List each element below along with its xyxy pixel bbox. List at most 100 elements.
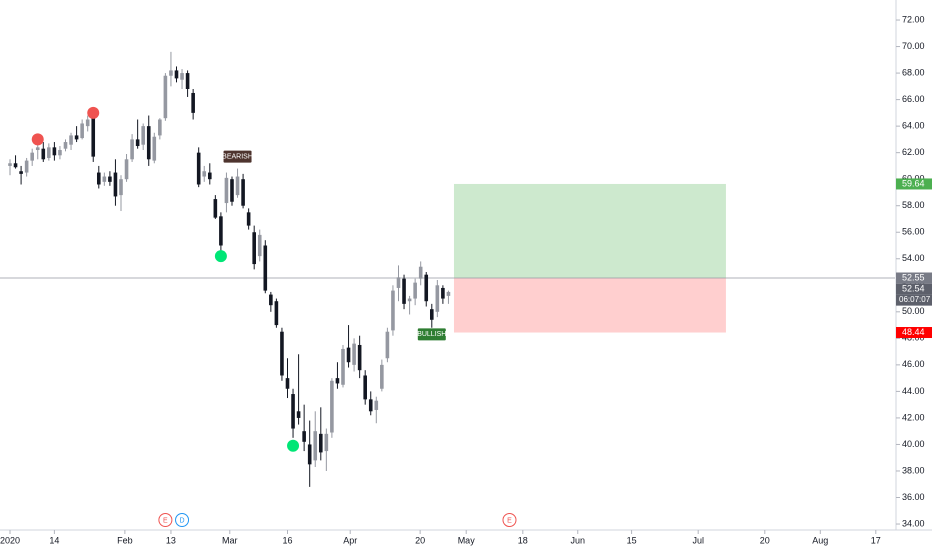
candle-body xyxy=(152,136,157,161)
candle-body xyxy=(69,135,73,145)
candle-body xyxy=(257,234,262,257)
candle-body xyxy=(158,119,162,136)
candle-body xyxy=(313,431,318,461)
candle-body xyxy=(202,171,207,177)
candle-body xyxy=(235,176,240,196)
candle-body xyxy=(335,378,340,384)
event-marker xyxy=(175,513,190,527)
candle-body xyxy=(269,294,273,306)
y-tick-label: 44.00 xyxy=(902,386,925,396)
x-tick-label: 20 xyxy=(415,535,425,545)
y-tick-label: 40.00 xyxy=(902,439,925,449)
candle-body xyxy=(219,216,223,246)
candle-body xyxy=(280,331,284,376)
candle-body xyxy=(119,179,123,196)
target-price-label: 59.64 xyxy=(902,178,925,188)
countdown: 06:07:07 xyxy=(899,295,931,304)
candle-body xyxy=(441,287,445,299)
candle-body xyxy=(91,118,96,157)
candle-body xyxy=(396,277,401,288)
entry-price-label: 52.55 xyxy=(902,272,925,282)
x-tick-label: Mar xyxy=(222,535,238,545)
candle-body xyxy=(174,70,179,79)
candle-body xyxy=(318,433,323,453)
candle-body xyxy=(191,92,195,113)
stop-price-label-bg xyxy=(896,327,932,339)
x-tick-label: Jul xyxy=(692,535,704,545)
y-tick-label: 34.00 xyxy=(902,518,925,528)
signal-dot xyxy=(287,439,300,452)
candle-body xyxy=(346,347,351,363)
x-tick-label: 18 xyxy=(518,535,528,545)
entry-price-label-bg xyxy=(896,272,932,284)
candle-body xyxy=(19,171,23,174)
annotation-box xyxy=(223,150,252,163)
x-tick-label: Apr xyxy=(343,535,357,545)
x-tick-label: 20 xyxy=(760,535,770,545)
candle-body xyxy=(47,147,51,158)
loss-zone xyxy=(453,277,726,333)
candle-body xyxy=(52,147,57,156)
candle-body xyxy=(391,290,395,331)
event-marker xyxy=(158,513,173,527)
candle-body xyxy=(35,147,40,151)
candle-body xyxy=(296,411,301,418)
candle-body xyxy=(130,139,134,160)
candle-body xyxy=(185,73,190,89)
candle-body xyxy=(108,176,112,182)
annotation-label: BEARISH xyxy=(222,153,253,160)
candle-body xyxy=(413,282,417,299)
candle-body xyxy=(291,394,295,429)
candle-body xyxy=(135,139,140,147)
candle-body xyxy=(58,150,62,156)
candle-body xyxy=(8,163,12,166)
candle-body xyxy=(363,375,367,400)
y-tick-label: 62.00 xyxy=(902,147,925,157)
candle-body xyxy=(80,123,84,139)
candle-body xyxy=(224,177,229,204)
candle-body xyxy=(24,160,29,173)
event-label: E xyxy=(163,517,168,524)
candle-body xyxy=(113,172,118,197)
candle-body xyxy=(252,232,256,265)
x-tick-label: Jun xyxy=(571,535,586,545)
candle-body xyxy=(141,126,145,145)
stop-price-label: 48.44 xyxy=(902,327,925,337)
target-price-label-bg xyxy=(896,178,932,190)
candle-body xyxy=(385,331,390,359)
x-tick-label: 15 xyxy=(627,535,637,545)
candle-body xyxy=(41,148,46,160)
candle-body xyxy=(307,444,312,465)
y-tick-label: 50.00 xyxy=(902,306,925,316)
candle-body xyxy=(374,400,379,410)
candle-body xyxy=(241,179,245,206)
signal-dot xyxy=(214,250,227,263)
y-tick-label: 70.00 xyxy=(902,41,925,51)
candle-body xyxy=(402,278,406,304)
y-tick-label: 58.00 xyxy=(902,200,925,210)
y-tick-label: 54.00 xyxy=(902,253,925,263)
candle-body xyxy=(302,431,306,442)
candle-body xyxy=(446,291,451,296)
candle-body xyxy=(230,179,234,202)
candle-body xyxy=(352,343,356,365)
profit-zone xyxy=(453,183,726,278)
x-tick-label: 16 xyxy=(282,535,292,545)
candle-body xyxy=(63,142,68,149)
x-tick-label: 17 xyxy=(871,535,881,545)
signal-dot xyxy=(31,133,44,146)
last-price-label-bg xyxy=(896,283,932,295)
countdown-bg xyxy=(896,294,932,306)
x-tick-label: Feb xyxy=(117,535,133,545)
candle-body xyxy=(213,199,218,218)
x-tick-label: 14 xyxy=(49,535,59,545)
x-tick-label: 2020 xyxy=(0,535,20,545)
candle-body xyxy=(30,152,34,161)
candle-body xyxy=(274,301,279,326)
x-tick-label: Aug xyxy=(812,535,828,545)
candle-body xyxy=(124,159,129,180)
candle-body xyxy=(146,126,151,160)
candle-body xyxy=(341,348,345,385)
candle-body xyxy=(102,176,107,182)
